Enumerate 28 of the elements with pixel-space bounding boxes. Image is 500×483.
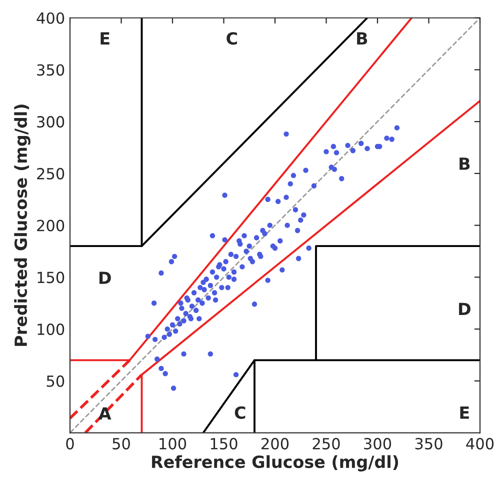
y-tick-label: 350 — [37, 64, 64, 76]
annotation: B — [460, 158, 470, 170]
x-tick-label: 150 — [210, 438, 238, 450]
x-tick-label: 350 — [415, 438, 442, 450]
y-tick-label: 250 — [37, 168, 64, 180]
annotation: D — [459, 302, 470, 315]
y-axis-title: Predicted Glucose (mg/dl) — [14, 104, 30, 346]
annotation: D — [99, 272, 111, 284]
annotation: E — [100, 32, 110, 44]
x-tick-label: 50 — [112, 438, 130, 450]
y-tick-label: 150 — [38, 272, 64, 284]
y-tick-label: 200 — [37, 220, 64, 232]
annotation: A — [98, 407, 112, 420]
x-tick-label: 200 — [262, 438, 289, 450]
annotation: B — [357, 32, 368, 44]
annotation: E — [460, 406, 469, 419]
y-tick-label: 400 — [36, 12, 64, 24]
x-axis-title: Reference Glucose (mg/dl) — [152, 455, 398, 472]
x-tick-label: 300 — [364, 438, 392, 450]
y-tick-label: 100 — [38, 324, 64, 336]
y-tick-label: 300 — [37, 116, 64, 128]
x-tick-label: 400 — [466, 438, 494, 450]
x-tick-label: 250 — [312, 438, 340, 450]
annotation: C — [234, 406, 246, 419]
annotation: C — [226, 32, 237, 45]
y-tick-label: 50 — [46, 375, 64, 387]
x-tick-label: 100 — [160, 438, 186, 450]
x-tick-label: 0 — [66, 438, 74, 450]
